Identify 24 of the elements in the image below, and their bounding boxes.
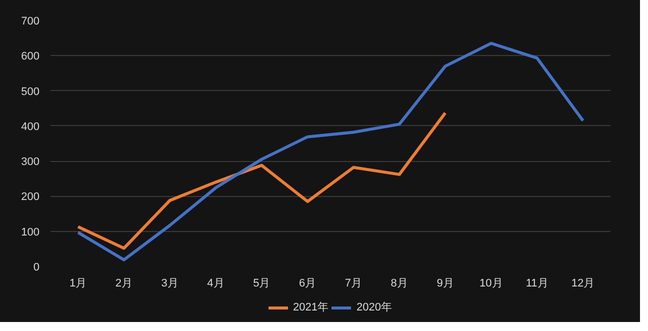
x-tick-label: 3月 xyxy=(161,278,178,290)
y-tick-label: 500 xyxy=(21,86,40,98)
x-tick-label: 9月 xyxy=(436,278,454,290)
line-series xyxy=(76,42,584,262)
x-tick-label: 5月 xyxy=(253,278,270,290)
x-tick-label: 1月 xyxy=(69,278,87,290)
x-tick-label: 10月 xyxy=(480,278,503,290)
y-tick-label: 200 xyxy=(21,191,40,204)
y-tick-label: 0 xyxy=(33,262,40,274)
legend-label: 2020年 xyxy=(356,300,392,314)
line-series xyxy=(76,111,447,250)
y-tick-label: 600 xyxy=(21,50,40,63)
y-tick-label: 700 xyxy=(21,16,40,28)
x-tick-label: 6月 xyxy=(298,278,316,290)
x-tick-label: 8月 xyxy=(390,278,408,290)
x-tick-label: 2月 xyxy=(115,278,133,290)
x-tick-label: 4月 xyxy=(207,278,224,290)
y-tick-label: 400 xyxy=(21,120,40,133)
y-tick-label: 100 xyxy=(21,226,40,238)
x-tick-label: 7月 xyxy=(344,278,362,290)
x-tick-label: 12月 xyxy=(571,278,595,290)
legend-label: 2021年 xyxy=(293,300,328,314)
y-tick-label: 300 xyxy=(21,156,40,168)
x-tick-label: 11月 xyxy=(526,278,548,290)
